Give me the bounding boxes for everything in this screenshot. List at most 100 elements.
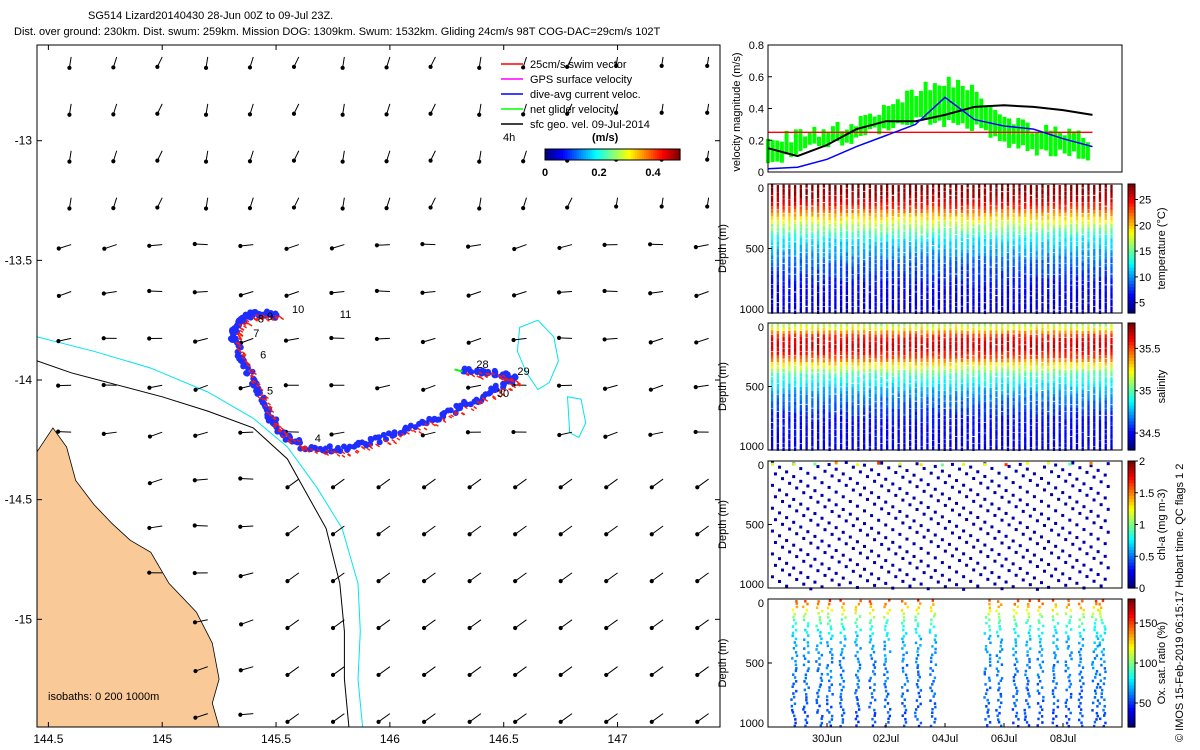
swim-vector — [354, 450, 359, 454]
swim-vector — [238, 323, 243, 327]
colorbar-cell — [646, 149, 650, 160]
cast-sample — [822, 285, 826, 289]
cast-sample — [932, 299, 935, 303]
cast-sample — [770, 227, 774, 232]
cast-sample — [799, 291, 803, 296]
cast-sample — [1064, 309, 1067, 314]
cast-sample — [880, 439, 883, 444]
cast-sample — [949, 277, 952, 282]
cast-sample — [1024, 425, 1027, 430]
cast-sample — [816, 277, 820, 281]
cast-sample — [799, 234, 803, 239]
cast-sample — [943, 439, 946, 444]
cast-sample — [788, 220, 791, 225]
cast-sample — [874, 386, 877, 391]
cast-sample — [811, 393, 814, 398]
cast-sample — [834, 213, 837, 218]
cast-sample — [811, 369, 814, 373]
cast-sample — [776, 436, 780, 440]
cast-sample — [1018, 224, 1021, 228]
cast-sample — [834, 401, 837, 405]
colorbar-cell — [1128, 219, 1135, 224]
cast-sample — [1012, 299, 1015, 303]
cast-sample — [1024, 372, 1027, 377]
cast-sample — [782, 426, 785, 430]
swim-vector — [245, 361, 250, 365]
velocity-arrow-head — [111, 206, 116, 211]
cast-sample — [897, 380, 900, 384]
velocity-arrow — [378, 478, 391, 488]
cast-sample — [1104, 241, 1107, 246]
velocity-arrow — [695, 384, 709, 388]
cast-sample — [770, 191, 774, 196]
cast-sample — [1110, 292, 1113, 296]
cast-sample — [1029, 288, 1033, 292]
cast-sample — [845, 285, 849, 289]
velocity-arrow-head — [648, 432, 653, 437]
cast-sample — [886, 227, 889, 232]
velocity-arrow — [605, 431, 618, 438]
cast-sample — [1024, 223, 1027, 228]
cast-sample — [983, 436, 987, 441]
colorbar-cell — [673, 149, 677, 160]
cast-sample — [909, 362, 912, 367]
cast-sample — [903, 277, 906, 282]
cast-sample — [972, 422, 975, 426]
cast-sample — [1012, 330, 1015, 334]
cast-sample — [1001, 418, 1004, 423]
cast-sample — [1041, 252, 1044, 256]
cast-sample — [816, 267, 820, 271]
cast-sample — [868, 348, 872, 353]
cast-sample — [978, 270, 981, 274]
velocity-arrow — [423, 384, 436, 391]
cast-sample — [1029, 199, 1033, 203]
cast-sample — [891, 205, 895, 210]
cast-sample — [811, 184, 814, 189]
cast-sample — [1018, 299, 1021, 303]
cast-sample — [978, 404, 981, 409]
velocity-arrow — [469, 525, 482, 535]
cast-sample — [1035, 334, 1038, 339]
cast-sample — [788, 231, 791, 236]
cast-sample — [1035, 299, 1038, 303]
cast-sample — [862, 245, 866, 249]
velocity-arrow-head — [421, 579, 427, 584]
cast-sample — [886, 387, 889, 392]
cast-sample — [955, 298, 958, 303]
cast-sample — [816, 365, 820, 370]
cast-sample — [828, 411, 831, 416]
cast-sample — [983, 340, 987, 345]
cast-sample — [955, 227, 958, 231]
cast-sample — [1047, 241, 1050, 246]
cast-sample — [788, 305, 791, 310]
cast-sample — [822, 415, 826, 419]
cast-sample — [914, 380, 918, 384]
cast-sample — [1035, 365, 1038, 370]
cast-sample — [1093, 223, 1096, 228]
cast-sample — [782, 411, 785, 415]
velocity-arrow-head — [384, 65, 389, 70]
cast-sample — [1087, 256, 1090, 261]
velocity-arrow — [468, 244, 482, 248]
velocity-arrow — [514, 244, 527, 250]
cast-sample — [903, 270, 906, 275]
cast-sample — [891, 412, 895, 416]
cast-sample — [1029, 259, 1033, 264]
cast-sample — [1104, 285, 1107, 289]
cast-sample — [805, 234, 808, 238]
cast-sample — [1041, 191, 1044, 195]
cast-sample — [1001, 372, 1004, 377]
velocity-arrow — [468, 337, 482, 344]
cast-sample — [897, 227, 900, 232]
cast-sample — [857, 415, 860, 420]
cast-sample — [793, 278, 797, 282]
velocity-arrow — [650, 384, 664, 391]
cast-sample — [943, 252, 946, 256]
cast-sample — [1052, 234, 1056, 239]
cast-sample — [1104, 216, 1107, 221]
cast-sample — [1093, 216, 1096, 221]
cast-sample — [1081, 273, 1084, 278]
cast-sample — [857, 422, 860, 427]
cast-sample — [955, 277, 958, 282]
cast-sample — [886, 273, 889, 278]
